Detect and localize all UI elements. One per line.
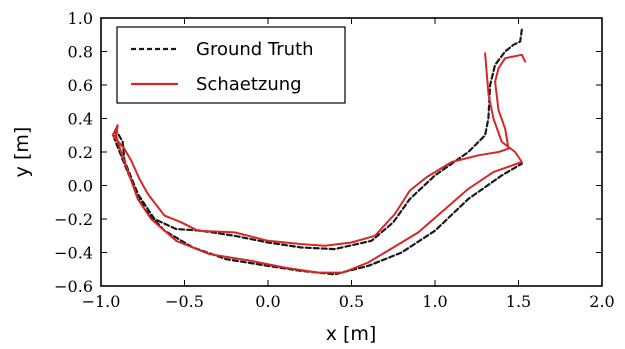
- y-tick-label: −0.2: [54, 210, 93, 229]
- y-tick-label: 0.0: [68, 177, 93, 196]
- legend-frame: [116, 26, 346, 104]
- x-axis: −1.0 −0.5 0.0 0.5 1.0 1.5 2.0: [82, 18, 615, 311]
- y-tick-label: 0.8: [68, 43, 93, 62]
- x-tick-label: 1.0: [422, 292, 447, 311]
- y-tick-label: 0.2: [68, 143, 93, 162]
- y-tick-label: 1.0: [68, 9, 93, 28]
- x-tick-label: 2.0: [589, 292, 614, 311]
- y-axis-label: y [m]: [11, 127, 33, 178]
- y-axis: −0.6 −0.4 −0.2 0.0 0.2 0.4 0.6 0.8 1.0: [54, 9, 602, 296]
- legend: Ground Truth Schaetzung: [116, 26, 346, 104]
- y-tick-label: −0.4: [54, 244, 93, 263]
- y-tick-label: 0.4: [68, 110, 93, 129]
- x-tick-label: 1.5: [506, 292, 531, 311]
- x-tick-label: −1.0: [82, 292, 121, 311]
- y-tick-label: 0.6: [68, 76, 93, 95]
- y-tick-label: −0.6: [54, 277, 93, 296]
- x-axis-label: x [m]: [326, 323, 377, 345]
- series-layer: [111, 28, 527, 276]
- x-tick-label: 0.5: [339, 292, 364, 311]
- series-line-schaetzung: [111, 52, 527, 274]
- legend-label-schaetzung: Schaetzung: [196, 74, 302, 95]
- x-tick-label: 0.0: [255, 292, 280, 311]
- legend-label-ground-truth: Ground Truth: [196, 39, 314, 60]
- x-tick-label: −0.5: [165, 292, 204, 311]
